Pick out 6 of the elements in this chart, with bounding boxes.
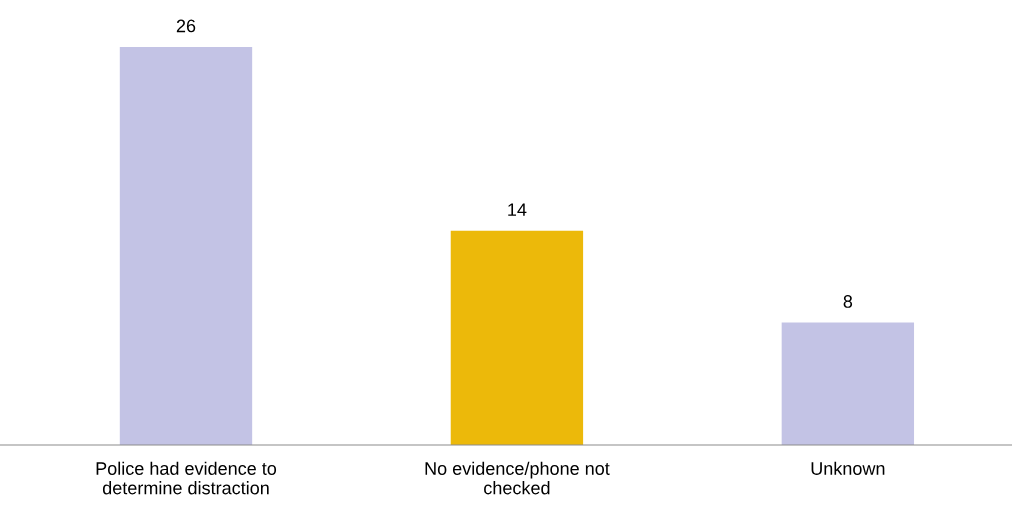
x-tick-label: No evidence/phone not checked <box>425 461 610 495</box>
x-tick-label: Police had evidence to determine distraction <box>96 461 277 495</box>
data-label: 8 <box>843 295 853 308</box>
data-label: 26 <box>176 19 196 33</box>
data-label: 14 <box>508 203 527 216</box>
x-tick-label: Unknown <box>811 461 885 475</box>
